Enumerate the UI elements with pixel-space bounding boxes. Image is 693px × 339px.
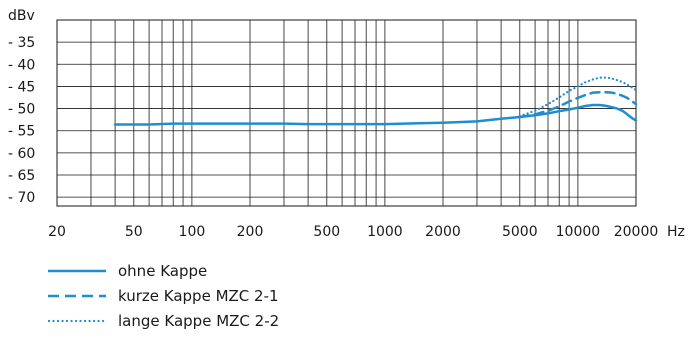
x-tick-label: 100	[179, 224, 206, 240]
legend-item-lange-kappe: lange Kappe MZC 2-2	[48, 308, 279, 333]
x-tick-label: 20	[48, 224, 66, 240]
y-tick-label: - 35	[8, 35, 35, 51]
legend-item-ohne-kappe: ohne Kappe	[48, 258, 279, 283]
legend-item-kurze-kappe: kurze Kappe MZC 2-1	[48, 283, 279, 308]
x-tick-label: 2000	[425, 224, 461, 240]
legend-label: kurze Kappe MZC 2-1	[118, 286, 279, 305]
x-tick-label: 200	[237, 224, 264, 240]
vertical-gridlines	[90, 20, 579, 206]
x-axis-unit: Hz	[667, 224, 685, 240]
y-tick-label: - 40	[8, 57, 35, 73]
x-tick-label: 50	[125, 224, 143, 240]
y-axis-unit: dBv	[8, 8, 35, 24]
frequency-response-chart: - 35 - 40 - 45 - 50 - 55 - 60 - 65 - 70 20 50 100…	[8, 8, 685, 240]
series-line-2	[518, 90, 638, 119]
y-tick-label: - 55	[8, 124, 35, 140]
horizontal-gridlines	[57, 41, 636, 198]
legend-dashed-line-swatch	[48, 294, 106, 297]
legend: ohne Kappe kurze Kappe MZC 2-1 lange Kap…	[48, 258, 279, 333]
series-layer	[113, 76, 638, 126]
y-tick-label: - 60	[8, 146, 35, 162]
series-line-3	[518, 76, 638, 118]
x-tick-labels: 20 50 100 200 500 1000 2000 5000 10000 20000	[48, 224, 658, 240]
y-tick-label: - 45	[8, 79, 35, 95]
y-tick-label: - 70	[8, 190, 35, 206]
legend-label: ohne Kappe	[118, 261, 208, 280]
x-tick-label: 500	[313, 224, 340, 240]
y-tick-label: - 50	[8, 102, 35, 118]
x-tick-label: 5000	[502, 224, 538, 240]
y-tick-labels: - 35 - 40 - 45 - 50 - 55 - 60 - 65 - 70	[8, 35, 35, 206]
plot-frame	[56, 19, 637, 207]
legend-solid-line-swatch	[48, 269, 106, 272]
y-tick-label: - 65	[8, 168, 35, 184]
x-tick-label: 10000	[556, 224, 601, 240]
legend-label: lange Kappe MZC 2-2	[118, 311, 280, 330]
legend-dotted-line-swatch	[48, 319, 108, 322]
x-tick-label: 20000	[614, 224, 659, 240]
x-tick-label: 1000	[367, 224, 403, 240]
